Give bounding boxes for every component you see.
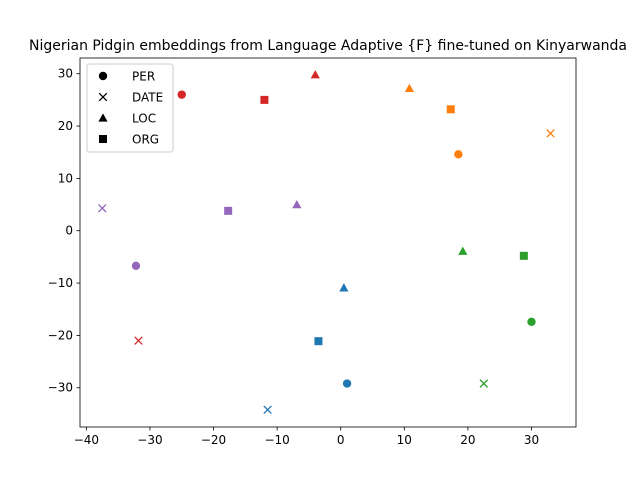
x-stroke: [263, 405, 272, 414]
data-point-org: [224, 206, 233, 215]
legend: PER DATE LOC ORG: [86, 63, 174, 153]
x-tick-label: 30: [524, 433, 539, 447]
y-tick-label: −20: [48, 328, 73, 342]
data-point-loc: [310, 70, 320, 79]
y-tick-label: −10: [48, 276, 73, 290]
data-point-date: [546, 129, 555, 138]
x-tick-label: −30: [137, 433, 162, 447]
data-point-per: [342, 379, 352, 388]
data-point-org: [519, 251, 528, 260]
x-stroke: [97, 203, 107, 213]
data-point-loc: [339, 283, 349, 292]
data-point-date: [263, 405, 272, 414]
y-tick-label: 30: [58, 67, 73, 81]
y-tick-label: 10: [58, 171, 73, 185]
legend-marker-loc: [98, 113, 108, 122]
y-tick-label: 20: [58, 119, 73, 133]
x-tick-label: 10: [397, 433, 412, 447]
legend-label-loc: LOC: [132, 112, 156, 126]
plot-area: [97, 70, 555, 414]
legend-label-org: ORG: [132, 133, 159, 147]
data-point-loc: [292, 199, 302, 209]
legend-marker-org: [99, 135, 107, 143]
legend-label-per: PER: [132, 70, 155, 84]
x-stroke: [546, 129, 555, 138]
x-tick-label: −40: [74, 433, 99, 447]
x-tick-label: 20: [460, 433, 475, 447]
data-point-date: [134, 336, 143, 345]
data-point-date: [479, 379, 489, 388]
data-point-per: [454, 150, 463, 159]
x-tick-label: −10: [264, 433, 289, 447]
axes: −40 −30 −20 −10 0 10 20 30 −30 −20 −10 0 10 20 30: [48, 57, 577, 447]
legend-marker-per: [98, 71, 108, 81]
data-point-per: [527, 317, 536, 326]
legend-marker-date: [98, 92, 108, 102]
legend-label-date: DATE: [132, 91, 163, 105]
y-tick-label: 0: [65, 224, 73, 238]
x-stroke: [134, 336, 143, 345]
data-point-per: [131, 261, 141, 270]
x-stroke: [98, 92, 108, 102]
x-stroke: [479, 379, 489, 388]
axes-frame: [79, 57, 577, 428]
chart-title: Nigerian Pidgin embeddings from Language…: [29, 38, 627, 54]
y-tick-label: −30: [48, 381, 73, 395]
legend-box: [86, 63, 174, 153]
data-point-org: [260, 95, 269, 104]
data-point-org: [314, 337, 323, 346]
data-point-loc: [458, 246, 468, 255]
x-tick-label: 0: [337, 433, 345, 447]
x-tick-label: −20: [201, 433, 226, 447]
data-point-org: [446, 105, 455, 114]
data-point-per: [177, 90, 186, 99]
data-point-loc: [404, 83, 414, 93]
data-point-date: [97, 203, 107, 213]
